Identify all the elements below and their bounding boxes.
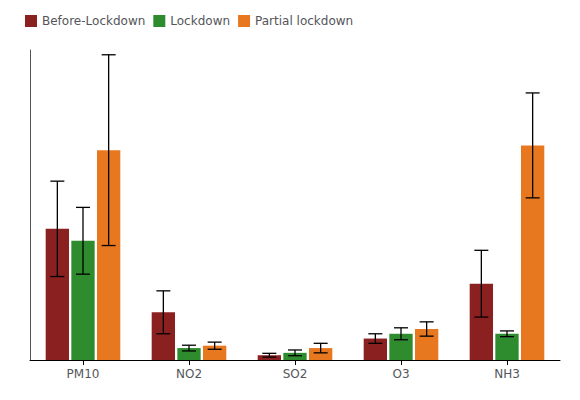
svg-text:Before-Lockdown: Before-Lockdown <box>42 14 145 28</box>
svg-text:NO2: NO2 <box>176 367 202 381</box>
svg-text:SO2: SO2 <box>283 367 308 381</box>
svg-text:O3: O3 <box>392 367 409 381</box>
svg-text:NH3: NH3 <box>494 367 520 381</box>
svg-text:PM10: PM10 <box>67 367 100 381</box>
svg-text:Lockdown: Lockdown <box>170 14 230 28</box>
svg-text:Partial lockdown: Partial lockdown <box>255 14 353 28</box>
